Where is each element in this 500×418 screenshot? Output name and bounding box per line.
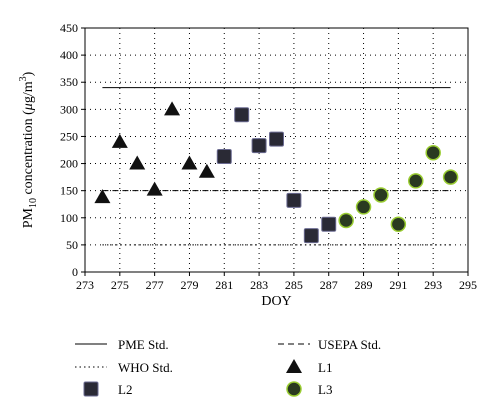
point-l3 (373, 187, 389, 203)
point-l2 (303, 228, 319, 244)
legend-swatch-square (83, 381, 99, 397)
reference-lines (102, 87, 451, 246)
x-axis-label: DOY (261, 294, 291, 309)
axis-ticks: 0 50 100 150 200 250 300 350 400 450 273 275 277 279 2… (60, 21, 477, 292)
legend-label: WHO Std. (118, 360, 173, 375)
point-l2 (286, 192, 302, 208)
point-l3 (390, 216, 407, 233)
legend-label: L3 (318, 382, 332, 397)
x-tick-label: 285 (285, 278, 303, 292)
x-tick-label: 293 (424, 278, 442, 292)
legend-swatch-triangle (286, 359, 302, 373)
y-tick-label: 300 (60, 102, 78, 116)
x-tick-label: 277 (146, 278, 164, 292)
legend-label: USEPA Std. (318, 337, 381, 352)
y-label-pm: PM (21, 208, 36, 229)
y-label-mu: μ (21, 103, 36, 111)
x-tick-label: 291 (389, 278, 407, 292)
legend-label: L1 (318, 360, 332, 375)
y-tick-label: 350 (60, 75, 78, 89)
y-label-sub: 10 (28, 198, 39, 208)
plot-frame (84, 27, 469, 273)
y-tick-label: 450 (60, 21, 78, 35)
y-label-rest: concentration ( (21, 110, 36, 198)
legend: PME Std. USEPA Std. WHO Std. L1 L2 L3 (75, 337, 381, 397)
legend-label: L2 (118, 382, 132, 397)
y-tick-label: 200 (60, 157, 78, 171)
point-l2 (234, 107, 250, 123)
point-l2 (321, 216, 337, 232)
y-label-unit: g/m (21, 81, 36, 103)
x-tick-label: 275 (111, 278, 129, 292)
point-l1 (129, 155, 146, 170)
point-l1 (181, 155, 198, 170)
legend-swatch-circle (286, 381, 302, 397)
point-l1 (164, 101, 181, 116)
y-tick-label: 150 (60, 184, 78, 198)
y-tick-label: 0 (72, 265, 78, 279)
point-l2 (251, 138, 267, 154)
y-label-close: ) (21, 71, 36, 76)
x-tick-label: 279 (180, 278, 198, 292)
point-l2 (269, 131, 284, 147)
y-axis-label: PM10 concentration (μg/m3) (18, 71, 39, 228)
data-points (94, 101, 459, 244)
y-tick-label: 50 (66, 238, 78, 252)
y-tick-label: 100 (60, 211, 78, 225)
legend-label: PME Std. (118, 337, 169, 352)
point-l3 (442, 169, 459, 185)
y-tick-label: 250 (60, 129, 78, 143)
x-tick-label: 281 (215, 278, 233, 292)
point-l3 (425, 144, 441, 161)
point-l1 (94, 189, 111, 204)
point-l1 (111, 133, 128, 148)
point-l3 (408, 173, 424, 189)
x-tick-label: 289 (355, 278, 373, 292)
x-tick-label: 287 (320, 278, 338, 292)
x-tick-label: 283 (250, 278, 268, 292)
point-l3 (338, 212, 354, 229)
x-tick-label: 295 (459, 278, 477, 292)
x-tick-label: 273 (76, 278, 94, 292)
point-l3 (355, 199, 372, 215)
point-l2 (216, 149, 232, 165)
point-l1 (146, 181, 163, 196)
point-l1 (198, 163, 215, 178)
y-label-sup: 3 (18, 76, 29, 81)
grid-lines (85, 28, 468, 272)
y-tick-label: 400 (60, 48, 78, 62)
